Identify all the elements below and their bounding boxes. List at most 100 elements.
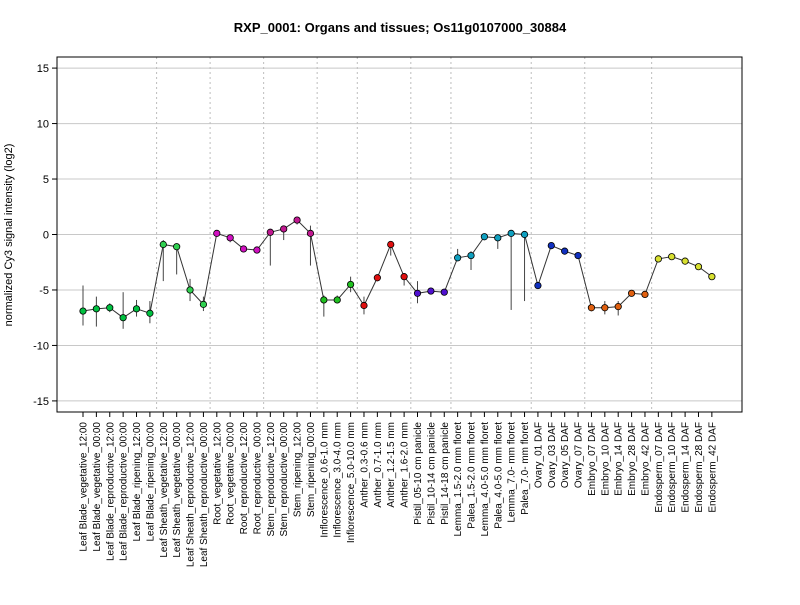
axis-layer: -15 -10 -5 0 5 10 15 Leaf Blade_vegetative_12:0… — [33, 63, 718, 567]
x-tick-label: Ovary_01 DAF — [533, 422, 544, 488]
x-tick-label: Pistil_10-14 cm panicle — [426, 422, 437, 525]
data-point — [654, 255, 662, 263]
data-point — [79, 307, 87, 315]
y-tick-label: 5 — [43, 174, 49, 186]
data-point — [467, 251, 475, 260]
data-point — [280, 225, 288, 233]
y-tick-label: -5 — [39, 285, 49, 297]
grid-layer — [57, 57, 742, 412]
x-tick-label: Anther_1.6-2.0 mm — [400, 422, 411, 508]
x-tick-label: Inflorescence_0.6-1.0 mm — [319, 422, 330, 538]
data-point — [373, 274, 381, 282]
data-point — [306, 229, 315, 237]
data-point — [199, 300, 208, 308]
data-point — [413, 289, 422, 297]
x-tick-label: Leaf Blade_vegetative_00:00 — [92, 422, 103, 552]
data-point — [400, 273, 408, 281]
data-point — [186, 286, 194, 294]
x-tick-label: Anther_0.3-0.6 mm — [359, 422, 370, 508]
x-tick-label: Embryo_10 DAF — [600, 422, 611, 496]
x-tick-label: Anther_0.7-1.0 mm — [373, 422, 384, 508]
x-tick-label: Leaf Sheath_vegetative_00:00 — [172, 422, 183, 558]
x-tick-label: Endosperm_07 DAF — [654, 422, 665, 513]
x-tick-label: Ovary_03 DAF — [547, 422, 558, 488]
x-tick-label: Endosperm_42 DAF — [707, 422, 718, 513]
data-point — [480, 233, 488, 241]
y-tick-label: 0 — [43, 230, 49, 242]
x-tick-label: Leaf Sheath_reproductive_12:00 — [186, 422, 197, 568]
data-point — [681, 257, 689, 265]
data-point — [561, 247, 569, 255]
plot-frame — [56, 56, 743, 413]
x-tick-label: Endosperm_14 DAF — [681, 422, 692, 513]
data-point — [239, 245, 248, 253]
data-point — [360, 301, 368, 310]
data-point — [146, 309, 154, 317]
data-point — [454, 254, 462, 262]
x-tick-label: Endosperm_28 DAF — [694, 422, 705, 513]
data-point — [293, 216, 301, 224]
x-tick-label: Leaf Blade_reproductive_12:00 — [105, 422, 116, 561]
data-point — [547, 241, 555, 250]
data-point — [346, 280, 355, 289]
data-point — [119, 314, 127, 322]
data-point — [507, 229, 515, 237]
data-point — [213, 229, 221, 237]
x-tick-label: Leaf Sheath_vegetative_12:00 — [159, 422, 170, 558]
x-tick-label: Pistil_14-18 cm panicle — [440, 422, 451, 525]
x-tick-label: Root_reproductive_00:00 — [252, 422, 263, 535]
x-tick-label: Stem_ripening_00:00 — [306, 422, 317, 518]
x-tick-label: Pistil_05-10 cm panicle — [413, 422, 424, 525]
data-point — [173, 243, 181, 251]
data-point — [253, 246, 261, 254]
y-tick-label: 15 — [37, 63, 49, 75]
y-tick-label: -15 — [33, 396, 49, 408]
x-tick-label: Endosperm_10 DAF — [667, 422, 678, 513]
data-point — [333, 296, 341, 304]
x-tick-label: Leaf Blade_ripening_00:00 — [145, 422, 156, 542]
x-tick-label: Lemma_7.0- mm floret — [507, 422, 518, 523]
data-point — [440, 288, 448, 296]
x-tick-label: Root_vegetative_12:00 — [212, 422, 223, 525]
x-tick-label: Palea_7.0- mm floret — [520, 422, 531, 515]
data-point — [627, 289, 636, 297]
data-point — [106, 304, 114, 312]
x-tick-label: Palea_1.5-2.0 mm floret — [467, 422, 478, 529]
data-point — [226, 234, 234, 242]
data-point — [694, 263, 703, 271]
x-tick-label: Anther_1.2-1.5 mm — [386, 422, 397, 508]
x-tick-label: Ovary_07 DAF — [574, 422, 585, 488]
data-point — [427, 287, 435, 295]
x-tick-label: Embryo_42 DAF — [640, 422, 651, 496]
x-tick-label: Embryo_07 DAF — [587, 422, 598, 496]
x-tick-label: Leaf Blade_reproductive_00:00 — [119, 422, 130, 561]
data-point — [320, 296, 328, 304]
data-point — [668, 253, 676, 261]
data-point — [601, 304, 609, 312]
data-point — [159, 240, 167, 249]
x-tick-label: Palea_4.0-5.0 mm floret — [493, 422, 504, 529]
x-tick-label: Inflorescence_3.0-4.0 mm — [333, 422, 344, 538]
x-tick-label: Root_reproductive_12:00 — [239, 422, 250, 535]
data-point — [266, 228, 274, 236]
x-tick-label: Ovary_05 DAF — [560, 422, 571, 488]
x-tick-label: Inflorescence_5.0-10.0 mm — [346, 422, 357, 543]
x-tick-label: Stem_reproductive_00:00 — [279, 422, 290, 537]
x-tick-label: Stem_reproductive_12:00 — [266, 422, 277, 537]
x-tick-label: Stem_ripening_12:00 — [293, 422, 304, 518]
y-axis-label: normalized Cy3 signal intensity (log2) — [3, 144, 15, 327]
y-tick-label: 10 — [37, 119, 49, 131]
data-point — [494, 234, 502, 242]
x-tick-label: Embryo_14 DAF — [614, 422, 625, 496]
data-point — [92, 305, 100, 313]
x-tick-label: Leaf Blade_vegetative_12:00 — [79, 422, 90, 552]
data-point — [641, 290, 649, 299]
x-tick-label: Lemma_1.5-2.0 mm floret — [453, 422, 464, 537]
data-point — [614, 303, 622, 311]
data-point — [574, 251, 582, 260]
x-tick-label: Root_vegetative_00:00 — [226, 422, 237, 525]
data-point — [520, 230, 529, 239]
y-tick-label: -10 — [33, 340, 49, 352]
